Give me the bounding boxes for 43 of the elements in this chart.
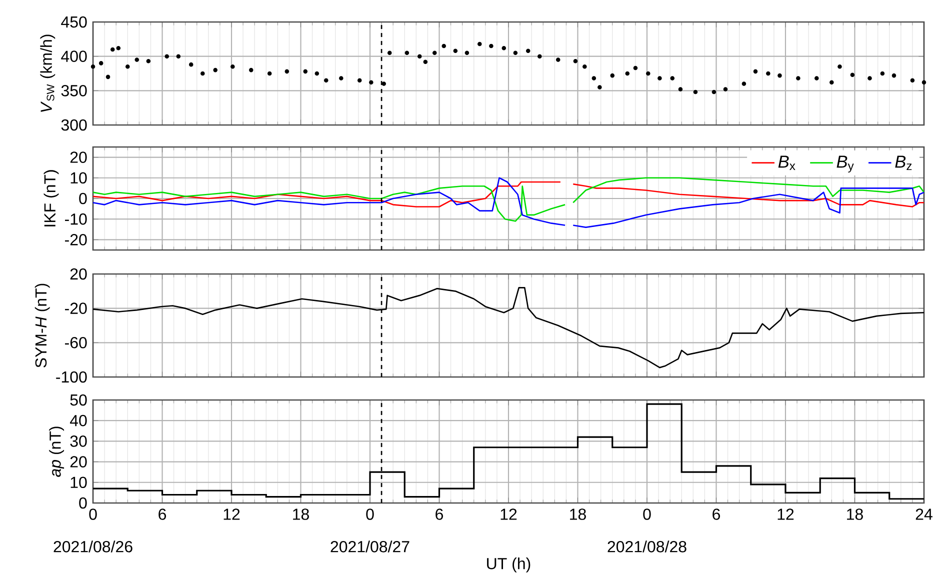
y-tick-label: 300 [61,119,87,131]
y-tick-label: -20 [64,302,87,314]
legend-label: B$_{z}$ [895,156,912,170]
x-tick-label: 12 [224,508,240,520]
y-axis-title: V$_{SW}$ (km/h) [40,34,56,112]
x-tick-label: 0 [643,508,651,520]
text: 2021/08/27 [330,540,410,552]
x-tick-label: 18 [847,508,863,520]
text: 2021/08/26 [54,540,132,552]
legend-label: B$_{y}$ [836,156,854,173]
x-tick-label: 6 [436,508,443,520]
x-tick-label: 0 [89,508,97,520]
y-tick-label: 450 [61,16,87,28]
y-tick-label: -20 [64,234,87,246]
x-tick-label: 6 [158,508,166,520]
y-tick-label: 50 [70,394,87,406]
x-tick-label: 6 [712,508,720,520]
x-tick-label: 12 [500,508,517,520]
legend-label: B$_{x}$ [778,156,796,170]
y-tick-label: 20 [70,152,87,163]
x-tick-label: 18 [293,508,309,520]
y-tick-label: 20 [70,268,87,280]
y-tick-label: 0 [79,497,87,509]
y-axis-title: ap (nT) [49,426,64,477]
y-tick-label: 30 [70,436,87,447]
y-axis-title: IKF (nT) [44,170,59,226]
y-tick-label: -100 [56,371,87,383]
y-axis-title: SYM-H (nT) [34,284,50,368]
x-axis-title: UT (h) [487,558,530,572]
x-tick-label: 0 [366,508,374,520]
y-tick-label: 0 [79,192,87,204]
y-tick-label: 40 [70,414,87,426]
y-tick-label: 20 [70,456,87,468]
x-tick-label: 24 [916,508,932,520]
y-tick-label: -10 [64,213,87,225]
x-tick-label: 18 [570,508,586,520]
x-tick-label: 12 [778,508,794,520]
text: 2021/08/28 [608,540,686,552]
y-tick-label: 10 [70,172,87,184]
y-tick-label: 400 [61,50,87,62]
y-tick-label: -60 [64,336,87,348]
y-tick-label: 350 [61,85,87,96]
y-tick-label: 10 [70,476,87,488]
